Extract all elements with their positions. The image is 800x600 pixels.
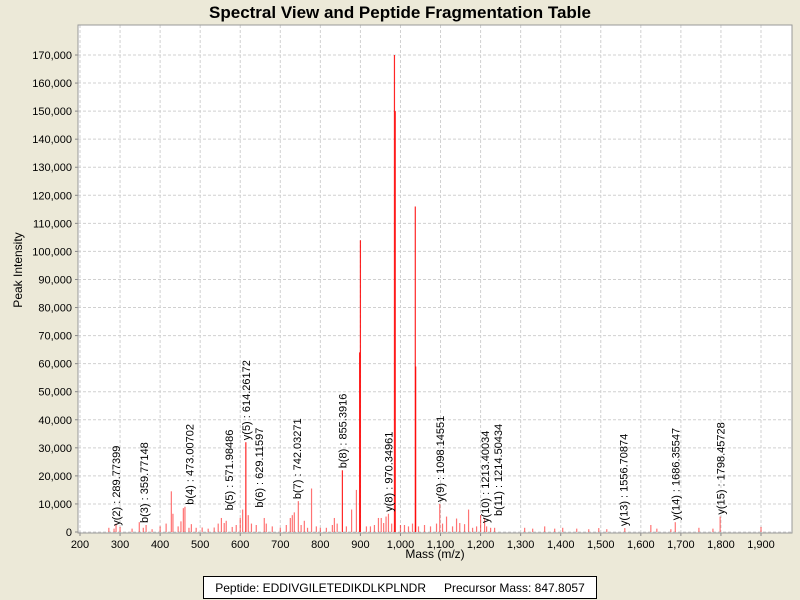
peak-annotation: b(4) : 473.00702 (184, 424, 196, 505)
y-tick-label: 150,000 (32, 106, 72, 118)
y-tick-label: 40,000 (38, 415, 72, 427)
peak-annotation: y(8) : 970.34961 (384, 432, 396, 512)
y-tick-label: 30,000 (38, 443, 72, 455)
x-tick-label: 500 (191, 539, 209, 551)
peak-annotation: b(7) : 742.03271 (292, 418, 304, 499)
x-axis-label: Mass (m/z) (405, 547, 464, 561)
x-tick-label: 1,300 (507, 539, 535, 551)
y-tick-label: 170,000 (32, 50, 72, 62)
x-tick-label: 1,900 (747, 539, 775, 551)
x-tick-label: 700 (271, 539, 289, 551)
plot-border (77, 24, 793, 534)
peak-annotation: y(15) : 1798.45728 (715, 422, 727, 514)
y-tick-label: 0 (66, 527, 72, 539)
x-tick-label: 300 (111, 539, 129, 551)
x-tick-label: 1,200 (467, 539, 495, 551)
peptide-info-box: Peptide: EDDIVGILETEDIKDLKPLNDR Precurso… (203, 576, 597, 599)
chart-title: Spectral View and Peptide Fragmentation … (209, 3, 591, 22)
y-axis-label: Peak Intensity (11, 232, 25, 307)
y-tick-label: 90,000 (38, 274, 72, 286)
y-tick-label: 50,000 (38, 387, 72, 399)
peak-annotation: b(6) : 629.11597 (254, 428, 266, 508)
peak-annotation: y(9) : 1098.14551 (435, 416, 447, 502)
y-tick-label: 130,000 (32, 162, 72, 174)
peak-annotation: y(10) : 1213.40034 (480, 431, 492, 523)
x-tick-label: 900 (351, 539, 369, 551)
x-tick-label: 800 (311, 539, 329, 551)
peak-annotation: y(13) : 1556.70874 (618, 434, 630, 526)
x-tick-label: 1,000 (387, 539, 415, 551)
x-tick-label: 1,100 (427, 539, 455, 551)
y-tick-label: 10,000 (38, 499, 72, 511)
peptide-label: Peptide: EDDIVGILETEDIKDLKPLNDR (215, 580, 426, 595)
peak-annotation: y(5) : 614.26172 (241, 360, 253, 440)
y-tick-label: 160,000 (32, 78, 72, 90)
x-tick-label: 200 (71, 539, 89, 551)
precursor-mass-label: Precursor Mass: 847.8057 (444, 580, 585, 595)
y-tick-label: 120,000 (32, 190, 72, 202)
x-tick-label: 1,600 (627, 539, 655, 551)
peak-annotation: b(8) : 855.3916 (338, 394, 350, 469)
x-tick-label: 1,400 (547, 539, 575, 551)
y-tick-label: 60,000 (38, 359, 72, 371)
x-tick-label: 1,500 (587, 539, 615, 551)
peak-annotation: b(11) : 1214.50434 (493, 424, 505, 516)
y-tick-label: 20,000 (38, 471, 72, 483)
y-tick-label: 140,000 (32, 134, 72, 146)
x-tick-label: 600 (231, 539, 249, 551)
x-tick-label: 1,800 (707, 539, 735, 551)
peak-annotation: y(14) : 1686.35547 (670, 428, 682, 520)
peak-annotation: b(5) : 571.98486 (224, 430, 236, 511)
y-tick-label: 80,000 (38, 303, 72, 315)
y-tick-label: 100,000 (32, 246, 72, 258)
peak-annotation: b(3) : 359.77148 (139, 442, 151, 523)
y-tick-label: 110,000 (33, 218, 72, 230)
x-tick-label: 400 (151, 539, 169, 551)
x-tick-label: 1,700 (667, 539, 695, 551)
y-tick-label: 70,000 (38, 331, 72, 343)
peak-annotation: y(2) : 289.77399 (111, 446, 123, 526)
